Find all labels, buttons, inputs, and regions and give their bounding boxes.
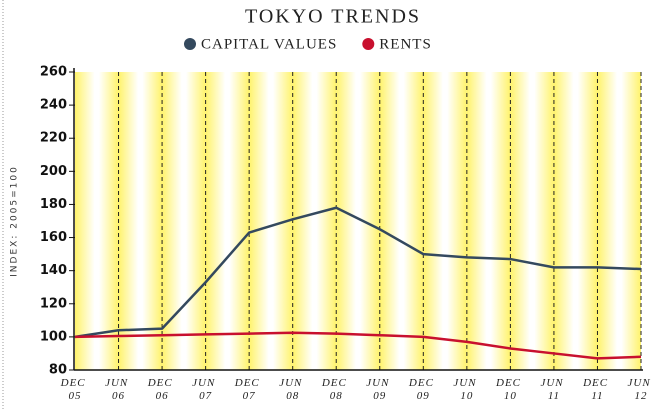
band	[336, 72, 380, 370]
band	[379, 72, 424, 370]
x-tick-label: JUN 08	[279, 377, 306, 402]
y-tick-label: 120	[40, 296, 67, 311]
legend-label: CAPITAL VALUES	[201, 36, 337, 52]
x-tick-label: DEC 11	[582, 377, 612, 402]
band	[205, 72, 250, 370]
x-tick-label: DEC 09	[408, 377, 438, 402]
x-tick-label: JUN 07	[192, 377, 219, 402]
x-tick-label: DEC 05	[60, 377, 90, 402]
band	[118, 72, 163, 370]
band	[553, 72, 598, 370]
y-tick-label: 140	[40, 263, 67, 278]
y-tick-label: 100	[40, 329, 67, 344]
y-tick-label: 200	[40, 164, 67, 179]
band	[510, 72, 554, 370]
band	[597, 72, 641, 370]
band	[162, 72, 206, 370]
chart-title: TOKYO TRENDS	[245, 6, 421, 28]
x-tick-label: JUN 10	[453, 377, 480, 402]
x-tick-label: JUN 12	[628, 377, 655, 402]
x-tick-label: DEC 06	[147, 377, 177, 402]
band	[292, 72, 337, 370]
line-series	[74, 206, 642, 339]
band	[423, 72, 467, 370]
legend-marker	[362, 38, 375, 50]
x-tick-label: DEC 10	[495, 377, 525, 402]
line-series	[74, 331, 642, 360]
x-tick-label: JUN 09	[366, 377, 393, 402]
y-tick-label: 240	[40, 98, 67, 113]
y-tick-label: 180	[40, 197, 67, 212]
y-tick-label: 220	[40, 131, 67, 146]
y-tick-label: 160	[40, 230, 67, 245]
band	[466, 72, 511, 370]
x-tick-label: JUN 11	[540, 377, 567, 402]
x-tick-label: JUN 06	[105, 377, 132, 402]
x-tick-label: DEC 08	[321, 377, 351, 402]
legend-label: RENTS	[379, 36, 432, 52]
x-tick-label: DEC 07	[234, 377, 264, 402]
y-tick-label: 80	[49, 363, 67, 378]
legend-marker	[184, 38, 196, 50]
y-tick-label: 260	[40, 65, 67, 80]
band	[75, 72, 119, 370]
y-axis-label: INDEX: 2005=100	[10, 165, 20, 277]
